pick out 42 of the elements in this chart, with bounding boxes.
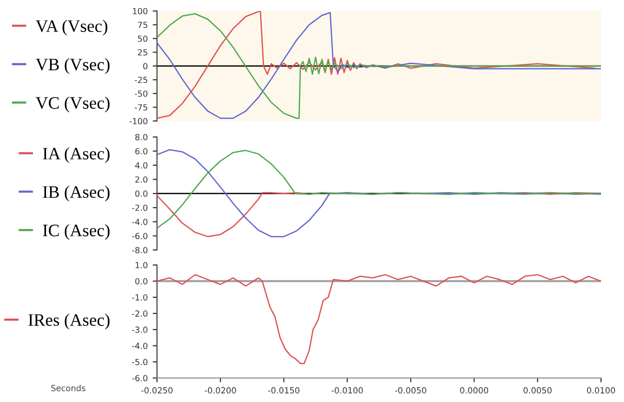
- y-tick-label: -8.0: [132, 246, 148, 254]
- x-tick-label: -0.0100: [332, 387, 363, 394]
- y-tick-label: -4.0: [132, 218, 148, 226]
- x-axis-title: Seconds: [51, 384, 86, 392]
- legend-label: VB (Vsec): [36, 58, 110, 74]
- x-tick-label: 0.0000: [460, 387, 488, 394]
- y-tick-label: -2.0: [132, 204, 148, 211]
- y-tick-label: 2.0: [135, 176, 148, 183]
- y-tick-label: -5.0: [132, 358, 148, 366]
- legend-label: IB (Asec): [42, 186, 110, 202]
- legend-label: VC (Vsec): [36, 96, 110, 112]
- y-tick-label: 0: [143, 62, 148, 70]
- y-tick-label: -4.0: [132, 342, 148, 349]
- legend-label: IC (Asec): [42, 224, 110, 240]
- x-tick-label: -0.0200: [204, 387, 236, 394]
- y-tick-label: 0.0: [135, 278, 148, 284]
- x-tick-label: -0.0050: [395, 387, 426, 394]
- y-tick-label: 25: [138, 49, 148, 56]
- y-tick-label: -3.0: [132, 326, 148, 333]
- legend-label: IA (Asec): [42, 147, 110, 164]
- y-tick-label: 75: [138, 22, 148, 28]
- x-tick-label: 0.0100: [586, 387, 616, 394]
- y-tick-label: 100: [132, 8, 148, 14]
- y-tick-label: -50: [134, 90, 148, 97]
- y-tick-label: 0.0: [135, 190, 148, 197]
- x-tick-label: -0.0150: [268, 387, 300, 394]
- legend-label: VA (Vsec): [36, 20, 108, 36]
- y-tick-label: -75: [134, 104, 148, 111]
- y-tick-label: 4.0: [135, 162, 148, 169]
- x-tick-label: 0.0050: [524, 387, 552, 394]
- y-tick-label: 1.0: [136, 262, 148, 268]
- y-tick-label: -25: [134, 76, 148, 84]
- y-tick-label: -6.0: [132, 374, 148, 382]
- legend-label: IRes (Asec): [28, 314, 110, 330]
- y-tick-label: -6.0: [132, 232, 148, 240]
- y-tick-label: 8.0: [135, 134, 148, 140]
- x-tick-label: -0.0250: [141, 387, 173, 394]
- y-tick-label: 6.0: [135, 148, 148, 154]
- y-tick-label: -100: [129, 118, 148, 124]
- y-tick-label: -2.0: [132, 310, 148, 317]
- y-tick-label: -1.0: [132, 294, 148, 301]
- y-tick-label: 50: [138, 35, 148, 42]
